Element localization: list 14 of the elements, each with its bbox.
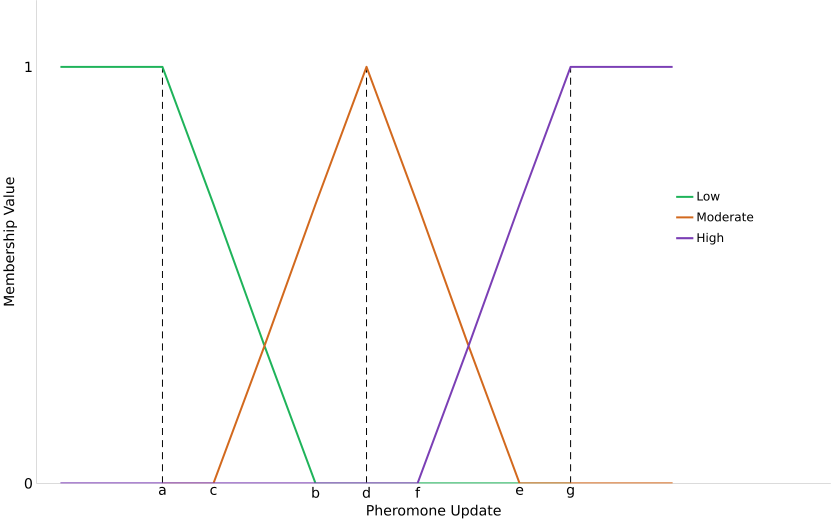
x-tick-label: d — [362, 487, 370, 498]
legend-label: Moderate — [698, 212, 754, 222]
y-tick-label: 1 — [25, 62, 32, 72]
x-tick-label: a — [158, 487, 166, 496]
y-tick-label: 0 — [24, 478, 32, 489]
legend-label: High — [698, 232, 724, 245]
x-tick-label: c — [210, 487, 216, 496]
x-tick-label: f — [415, 487, 420, 498]
y-axis-title: Membership Value — [3, 177, 18, 306]
legend-label: Low — [698, 192, 720, 201]
x-tick-label: b — [312, 487, 320, 498]
x-axis-title: Pheromone Update — [367, 504, 501, 519]
x-tick-label: e — [516, 487, 524, 496]
x-tick-label: g — [566, 487, 574, 498]
